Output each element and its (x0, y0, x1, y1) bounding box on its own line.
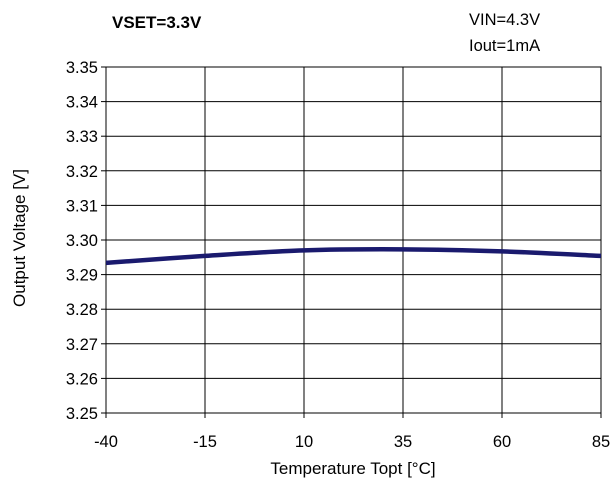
y-tick-label: 3.30 (66, 232, 98, 250)
y-tick-label: 3.35 (66, 59, 98, 77)
x-tick-label: 10 (295, 433, 313, 451)
y-tick-label: 3.26 (66, 370, 98, 388)
y-tick-label: 3.32 (66, 163, 98, 181)
x-tick-label: 35 (394, 433, 412, 451)
x-axis-title: Temperature Topt [°C] (270, 459, 435, 478)
y-tick-label: 3.31 (66, 197, 98, 215)
x-tick-label: -40 (94, 433, 118, 451)
y-tick-label: 3.28 (66, 301, 98, 319)
y-tick-label: 3.34 (66, 94, 98, 112)
x-tick-label: -15 (193, 433, 217, 451)
x-tick-labels: -40 -15 10 35 60 85 (94, 413, 610, 451)
y-tick-label: 3.29 (66, 267, 98, 285)
annotation-iout: Iout=1mA (469, 37, 540, 55)
series-line (105, 247, 602, 266)
y-tick-label: 3.27 (66, 336, 98, 354)
series-layer (105, 247, 602, 266)
y-tick-label: 3.33 (66, 128, 98, 146)
y-axis-title: Output Voltage [V] (10, 169, 29, 307)
chart-title: VSET=3.3V (112, 13, 202, 32)
y-tick-labels: 3.25 3.26 3.27 3.28 3.29 3.30 3.31 3.32 3.33 3.34… (66, 59, 106, 423)
x-tick-label: 85 (592, 433, 610, 451)
annotation-vin: VIN=4.3V (469, 11, 540, 29)
x-tick-label: 60 (493, 433, 511, 451)
grid-lines (105, 66, 602, 414)
y-tick-label: 3.25 (66, 405, 98, 423)
